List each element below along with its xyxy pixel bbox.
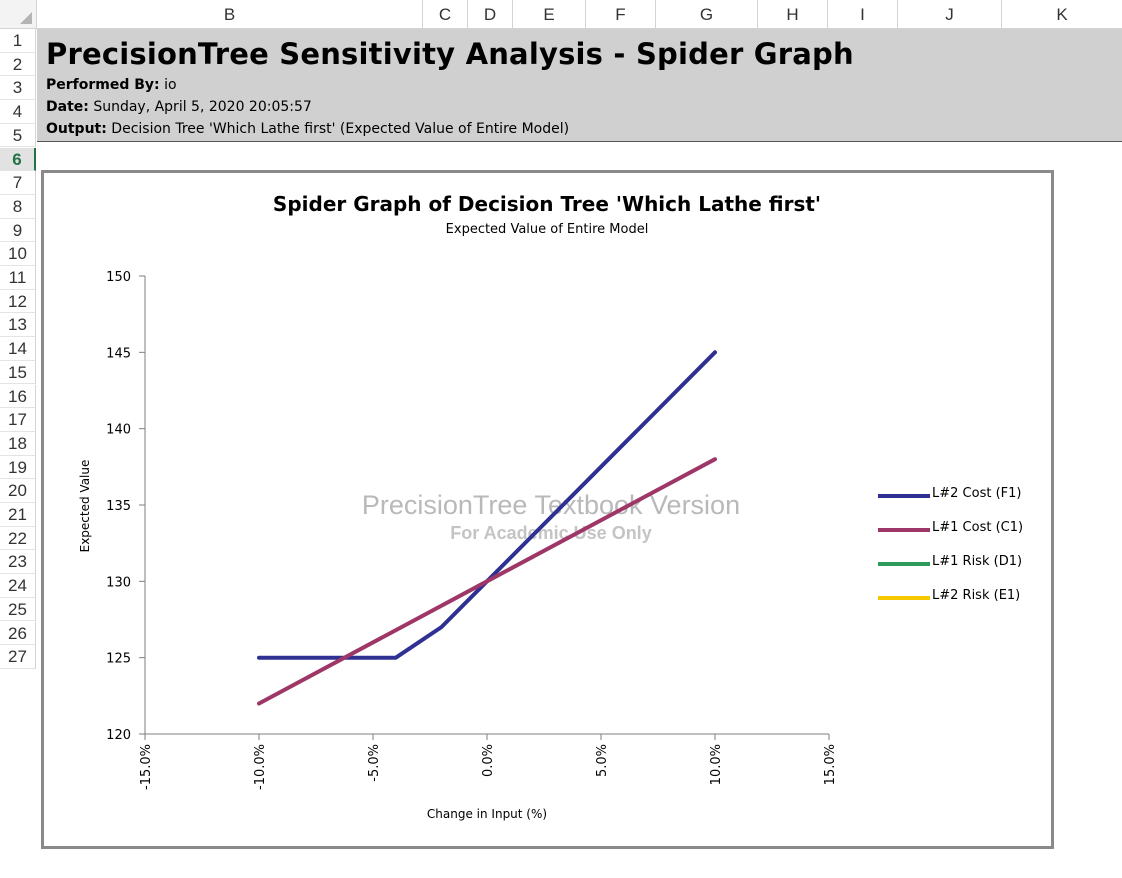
report-title: PrecisionTree Sensitivity Analysis - Spi… [46,37,854,71]
row-header-13[interactable]: 13 [0,313,36,338]
row-header-22[interactable]: 22 [0,526,36,551]
x-tick-label: 5.0% [595,744,610,777]
column-header-b[interactable]: B [37,0,423,28]
watermark-line-2: For Academic Use Only [450,523,651,543]
y-tick-label: 125 [106,652,131,667]
select-all-triangle-icon [20,12,32,24]
row-header-1[interactable]: 1 [0,29,36,53]
y-axis-title: Expected Value [78,460,92,553]
x-tick-label: -5.0% [367,744,382,782]
column-header-c[interactable]: C [423,0,468,28]
row-header-23[interactable]: 23 [0,550,36,575]
row-header-16[interactable]: 16 [0,384,36,409]
y-tick-label: 150 [106,270,131,285]
legend-swatch [878,494,930,498]
y-tick-label: 130 [106,575,131,590]
output-value: Decision Tree 'Which Lathe first' (Expec… [111,121,570,137]
row-header-9[interactable]: 9 [0,218,36,243]
performed-by-value: io [164,77,177,93]
row-header-21[interactable]: 21 [0,503,36,527]
column-header-d[interactable]: D [468,0,513,28]
x-axis-title: Change in Input (%) [427,807,547,821]
series-line-2 [257,457,717,706]
select-all-corner[interactable] [0,0,37,28]
x-tick-label: 15.0% [823,744,838,785]
column-header-h[interactable]: H [758,0,828,28]
column-header-f[interactable]: F [586,0,656,28]
row-header-12[interactable]: 12 [0,289,36,314]
column-header-bar: B C D E F G H I J K [0,0,1122,29]
row-header-25[interactable]: 25 [0,597,36,622]
chart-frame[interactable] [41,170,1054,849]
legend-label: L#1 Risk (D1) [932,554,1023,569]
row-header-17[interactable]: 17 [0,408,36,432]
performed-by-line: Performed By: io [46,77,177,93]
row-header-11[interactable]: 11 [0,266,36,290]
legend-swatch [878,562,930,566]
column-header-k[interactable]: K [1056,5,1068,24]
row-header-8[interactable]: 8 [0,194,36,219]
series-line-1 [257,350,717,660]
legend-label: L#2 Risk (E1) [932,588,1021,603]
column-header-j[interactable]: J [898,0,1002,28]
chart-subtitle: Expected Value of Entire Model [445,222,649,237]
row-header-7[interactable]: 7 [0,171,36,195]
x-tick-label: 0.0% [481,744,496,777]
row-header-3[interactable]: 3 [0,76,36,101]
output-line: Output: Decision Tree 'Which Lathe first… [46,121,569,137]
legend-label: L#1 Cost (C1) [932,520,1024,535]
row-header-14[interactable]: 14 [0,337,36,361]
y-tick-label: 120 [106,728,131,743]
y-tick-label: 145 [106,346,131,361]
row-header-15[interactable]: 15 [0,360,36,385]
date-line: Date: Sunday, April 5, 2020 20:05:57 [46,99,312,115]
row-header-18[interactable]: 18 [0,431,36,456]
legend-swatch [878,596,930,600]
x-tick-label: -10.0% [253,744,268,790]
y-tick-label: 140 [106,423,131,438]
legend-label: L#2 Cost (F1) [932,486,1022,501]
date-value: Sunday, April 5, 2020 20:05:57 [93,99,312,115]
row-header-19[interactable]: 19 [0,455,36,480]
y-tick-label: 135 [106,499,131,514]
column-header-g[interactable]: G [656,0,758,28]
row-header-2[interactable]: 2 [0,52,36,77]
column-header-i[interactable]: I [828,0,898,28]
row-header-6[interactable]: 6 [0,147,36,172]
date-label: Date: [46,99,89,115]
column-header-e[interactable]: E [513,0,586,28]
row-header-10[interactable]: 10 [0,242,36,266]
row-header-24[interactable]: 24 [0,574,36,598]
report-banner: PrecisionTree Sensitivity Analysis - Spi… [37,29,1122,142]
chart-title: Spider Graph of Decision Tree 'Which Lat… [272,192,822,216]
row-header-5[interactable]: 5 [0,123,36,148]
row-header-27[interactable]: 27 [0,645,36,669]
row-header-20[interactable]: 20 [0,479,36,503]
output-label: Output: [46,121,107,137]
row-header-26[interactable]: 26 [0,621,36,646]
row-header-4[interactable]: 4 [0,100,36,124]
x-tick-label: 10.0% [709,744,724,785]
performed-by-label: Performed By: [46,77,160,93]
legend-swatch [878,528,930,532]
x-tick-label: -15.0% [139,744,154,790]
